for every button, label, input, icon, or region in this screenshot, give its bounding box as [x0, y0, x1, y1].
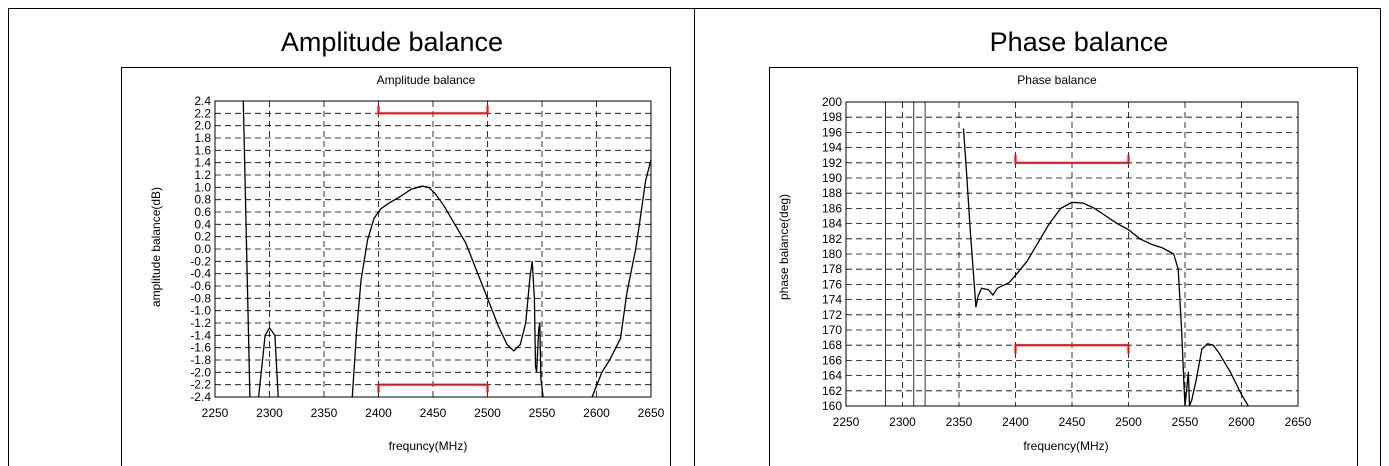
y-tick-label: 0.8 [194, 193, 211, 207]
y-tick-label: 192 [822, 156, 842, 170]
series-line [351, 185, 544, 397]
y-tick-label: 168 [822, 338, 842, 352]
x-tick-label: 2650 [638, 406, 665, 420]
y-tick-label: -2.4 [190, 390, 211, 404]
plot-area-border [214, 100, 652, 398]
spec-limit-bracket [1014, 344, 1130, 354]
y-tick-label: -2.2 [190, 378, 211, 392]
x-tick-label: 2650 [1285, 415, 1312, 429]
x-tick-label: 2350 [946, 415, 973, 429]
y-tick-label: 0.4 [194, 217, 211, 231]
y-tick-label: -2.0 [190, 365, 211, 379]
y-tick-label: 188 [822, 186, 842, 200]
y-tick-label: 170 [822, 323, 842, 337]
y-tick-label: -0.8 [190, 291, 211, 305]
x-tick-label: 2400 [365, 406, 392, 420]
y-tick-label: 160 [822, 399, 842, 413]
x-tick-label: 2400 [1002, 415, 1029, 429]
y-axis-label: amplitude balance(dB) [149, 187, 163, 307]
y-tick-label: 166 [822, 353, 842, 367]
y-tick-label: 176 [822, 277, 842, 291]
panel-divider [694, 8, 695, 466]
y-tick-label: 2.2 [194, 106, 211, 120]
series-line [591, 159, 651, 397]
right-panel-title: Phase balance [989, 27, 1169, 57]
chart-outer-border [769, 67, 1358, 466]
spec-limit-bracket [377, 383, 489, 393]
chart-inner-title: Amplitude balance [377, 73, 476, 87]
y-tick-label: 2.4 [194, 94, 211, 108]
y-tick-label: 1.2 [194, 168, 211, 182]
x-tick-label: 2550 [529, 406, 556, 420]
y-tick-label: 182 [822, 232, 842, 246]
spec-limit-bracket [377, 105, 489, 115]
left-panel-title: Amplitude balance [280, 27, 504, 57]
y-tick-label: 1.6 [194, 143, 211, 157]
x-tick-label: 2300 [256, 406, 283, 420]
y-axis-label: phase balance(deg) [777, 194, 791, 300]
spec-limit-bracket [1014, 154, 1130, 164]
y-tick-label: 174 [822, 293, 842, 307]
x-axis-label: frequncy(MHz) [389, 439, 468, 453]
y-tick-label: 1.0 [194, 180, 211, 194]
y-tick-label: -1.2 [190, 316, 211, 330]
amplitude-balance-chart: Amplitude balance amplitude balance(dB) … [121, 67, 671, 466]
y-tick-label: -1.8 [190, 353, 211, 367]
y-tick-label: 1.8 [194, 131, 211, 145]
x-tick-label: 2250 [833, 415, 860, 429]
y-tick-label: 162 [822, 384, 842, 398]
y-tick-label: 180 [822, 247, 842, 261]
x-tick-label: 2300 [889, 415, 916, 429]
chart-inner-title: Phase balance [1017, 73, 1097, 87]
series-line [242, 101, 251, 397]
y-tick-label: 198 [822, 110, 842, 124]
y-tick-label: 1.4 [194, 156, 211, 170]
x-tick-label: 2450 [420, 406, 447, 420]
x-axis-label: frequency(MHz) [1023, 439, 1108, 453]
x-tick-label: 2500 [474, 406, 501, 420]
y-tick-label: 164 [822, 369, 842, 383]
y-tick-label: 2.0 [194, 119, 211, 133]
y-tick-label: -0.4 [190, 267, 211, 281]
y-tick-label: 178 [822, 262, 842, 276]
y-tick-label: -0.2 [190, 254, 211, 268]
y-tick-label: 200 [822, 95, 842, 109]
x-tick-label: 2550 [1172, 415, 1199, 429]
y-tick-label: 0.2 [194, 230, 211, 244]
x-tick-label: 2250 [202, 406, 229, 420]
series-line [962, 128, 1249, 406]
phase-balance-chart: Phase balance phase balance(deg) frequen… [769, 67, 1358, 466]
y-tick-label: -0.6 [190, 279, 211, 293]
x-tick-label: 2450 [1059, 415, 1086, 429]
y-tick-label: 0.0 [194, 242, 211, 256]
x-tick-label: 2500 [1115, 415, 1142, 429]
y-tick-label: 186 [822, 201, 842, 215]
y-tick-label: 190 [822, 171, 842, 185]
y-tick-label: 172 [822, 308, 842, 322]
x-tick-label: 2350 [311, 406, 338, 420]
y-tick-label: 0.6 [194, 205, 211, 219]
series-line [257, 326, 279, 397]
y-tick-label: 196 [822, 125, 842, 139]
y-tick-label: 184 [822, 217, 842, 231]
y-tick-label: -1.0 [190, 304, 211, 318]
y-tick-label: 194 [822, 141, 842, 155]
y-tick-label: -1.6 [190, 341, 211, 355]
x-tick-label: 2600 [1228, 415, 1255, 429]
y-tick-label: -1.4 [190, 328, 211, 342]
x-tick-label: 2600 [583, 406, 610, 420]
chart-outer-border [121, 67, 671, 466]
plot-area-border [845, 101, 1299, 407]
